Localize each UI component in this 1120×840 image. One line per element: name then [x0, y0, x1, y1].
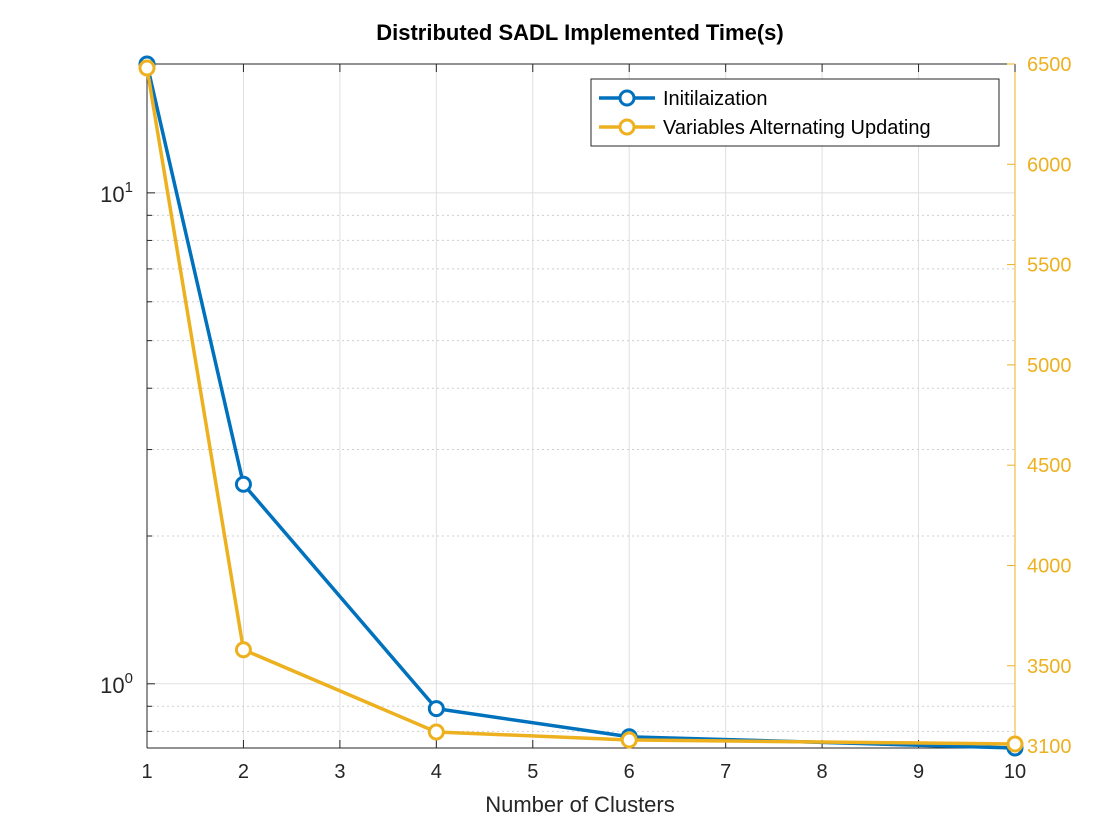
chart-title: Distributed SADL Implemented Time(s): [376, 20, 783, 45]
x-tick-label: 4: [431, 761, 442, 783]
x-tick-label: 10: [1004, 761, 1026, 783]
right-y-tick-label: 3500: [1027, 656, 1072, 678]
legend-swatch-marker: [618, 118, 636, 136]
data-point: [138, 59, 156, 77]
left-y-tick-label: 100: [100, 670, 133, 698]
series-2: [138, 59, 1024, 753]
legend-entry-label: Variables Alternating Updating: [663, 117, 931, 139]
axes: 1 2 3 4 5 6 7 8 9 10 100 101 3100 3500 4000 4500 5000 550…: [100, 54, 1071, 783]
right-y-tick-label: 3100: [1027, 736, 1072, 758]
legend-entry-label: Initilaization: [663, 88, 768, 110]
x-tick-label: 8: [817, 761, 828, 783]
right-y-tick-label: 4000: [1027, 555, 1072, 577]
data-point: [234, 641, 252, 659]
data-point: [1006, 735, 1024, 753]
x-tick-label: 5: [527, 761, 538, 783]
right-y-tick-label: 5000: [1027, 355, 1072, 377]
data-point: [427, 723, 445, 741]
right-y-tick-label: 6500: [1027, 54, 1072, 76]
legend-swatch-marker: [618, 89, 636, 107]
x-tick-label: 3: [334, 761, 345, 783]
data-point: [620, 731, 638, 749]
data-point: [427, 700, 445, 718]
right-y-tick-label: 4500: [1027, 455, 1072, 477]
right-y-tick-label: 5500: [1027, 255, 1072, 277]
x-tick-label: 2: [238, 761, 249, 783]
legend: Initilaization Variables Alternating Upda…: [590, 78, 1000, 147]
x-tick-label: 9: [913, 761, 924, 783]
legend-box: [590, 78, 1000, 147]
x-tick-label: 7: [720, 761, 731, 783]
left-y-tick-label: 101: [100, 179, 133, 207]
x-tick-label: 1: [141, 761, 152, 783]
x-tick-label: 6: [624, 761, 635, 783]
data-point: [234, 475, 252, 493]
right-y-tick-label: 6000: [1027, 154, 1072, 176]
data-series: [138, 55, 1024, 757]
x-axis-label: Number of Clusters: [485, 792, 675, 817]
